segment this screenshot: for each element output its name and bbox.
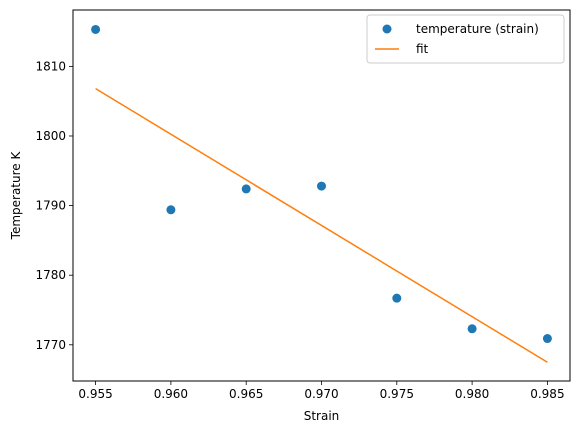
- x-tick-label: 0.985: [530, 387, 564, 401]
- y-tick-label: 1790: [35, 199, 66, 213]
- series-layer: [91, 24, 552, 363]
- x-tick-label: 0.955: [78, 387, 112, 401]
- x-axis-ticks: 0.955 0.960 0.965 0.970 0.975 0.980 0.985: [78, 381, 565, 401]
- y-axis-ticks: 1770 1780 1790 1800 1810: [35, 59, 73, 352]
- y-tick-label: 1810: [35, 59, 66, 73]
- legend-label-temperature: temperature (strain): [416, 22, 539, 36]
- legend-marker-temperature: [382, 24, 392, 34]
- legend-box: [366, 14, 565, 64]
- x-tick-label: 0.980: [455, 387, 489, 401]
- legend-label-fit: fit: [416, 42, 429, 56]
- data-point: [91, 24, 101, 34]
- y-axis-label: Temperature K: [9, 151, 23, 241]
- data-point: [241, 184, 251, 194]
- y-tick-label: 1780: [35, 268, 66, 282]
- data-point: [542, 334, 552, 344]
- x-tick-label: 0.965: [229, 387, 263, 401]
- data-point: [166, 205, 176, 215]
- data-point: [392, 293, 402, 303]
- data-point: [467, 324, 477, 334]
- fit-line: [95, 88, 548, 363]
- legend: temperature (strain) fit: [366, 14, 565, 64]
- y-tick-label: 1770: [35, 338, 66, 352]
- x-axis-label: Strain: [304, 409, 340, 423]
- x-tick-label: 0.975: [380, 387, 414, 401]
- y-tick-label: 1800: [35, 129, 66, 143]
- x-tick-label: 0.960: [154, 387, 188, 401]
- x-tick-label: 0.970: [304, 387, 338, 401]
- data-point: [317, 181, 326, 191]
